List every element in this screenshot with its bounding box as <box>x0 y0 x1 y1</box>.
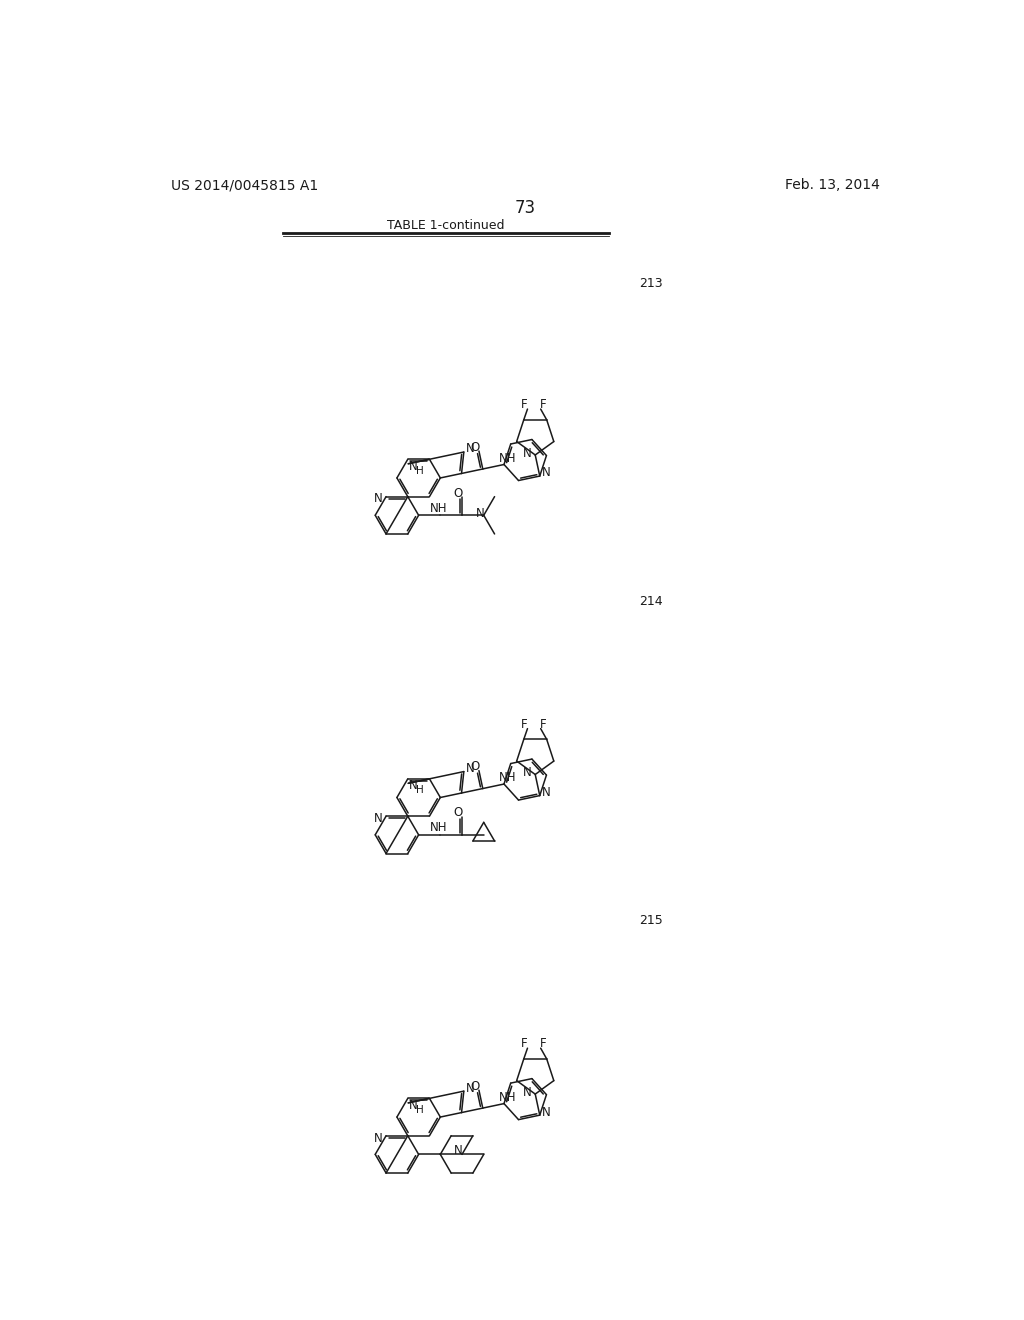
Text: N: N <box>454 1144 463 1158</box>
Text: N: N <box>523 1086 531 1100</box>
Text: F: F <box>521 397 527 411</box>
Text: N: N <box>410 1098 418 1111</box>
Text: Feb. 13, 2014: Feb. 13, 2014 <box>784 178 880 193</box>
Text: O: O <box>454 487 463 499</box>
Text: N: N <box>542 785 550 799</box>
Text: O: O <box>470 760 479 774</box>
Text: N: N <box>466 1081 474 1094</box>
Text: N: N <box>466 762 474 775</box>
Text: 73: 73 <box>514 199 536 218</box>
Text: NH: NH <box>430 502 447 515</box>
Text: F: F <box>521 1038 527 1049</box>
Text: NH: NH <box>430 821 447 834</box>
Text: N: N <box>523 767 531 780</box>
Text: F: F <box>540 1038 546 1049</box>
Text: N: N <box>542 466 550 479</box>
Text: H: H <box>416 1105 424 1115</box>
Text: O: O <box>470 1080 479 1093</box>
Text: NH: NH <box>499 1090 517 1104</box>
Text: NH: NH <box>499 451 517 465</box>
Text: O: O <box>470 441 479 454</box>
Text: N: N <box>374 1131 383 1144</box>
Text: N: N <box>410 779 418 792</box>
Text: N: N <box>475 507 484 520</box>
Text: O: O <box>454 807 463 820</box>
Text: H: H <box>416 785 424 795</box>
Text: 215: 215 <box>640 915 664 927</box>
Text: N: N <box>374 812 383 825</box>
Text: F: F <box>540 397 546 411</box>
Text: N: N <box>410 459 418 473</box>
Text: F: F <box>521 718 527 730</box>
Text: 214: 214 <box>640 594 664 607</box>
Text: N: N <box>542 1106 550 1118</box>
Text: N: N <box>466 442 474 455</box>
Text: N: N <box>523 447 531 459</box>
Text: 213: 213 <box>640 277 664 289</box>
Text: H: H <box>416 466 424 475</box>
Text: US 2014/0045815 A1: US 2014/0045815 A1 <box>171 178 317 193</box>
Text: N: N <box>374 492 383 506</box>
Text: NH: NH <box>499 771 517 784</box>
Text: F: F <box>540 718 546 730</box>
Text: TABLE 1-continued: TABLE 1-continued <box>387 219 505 232</box>
